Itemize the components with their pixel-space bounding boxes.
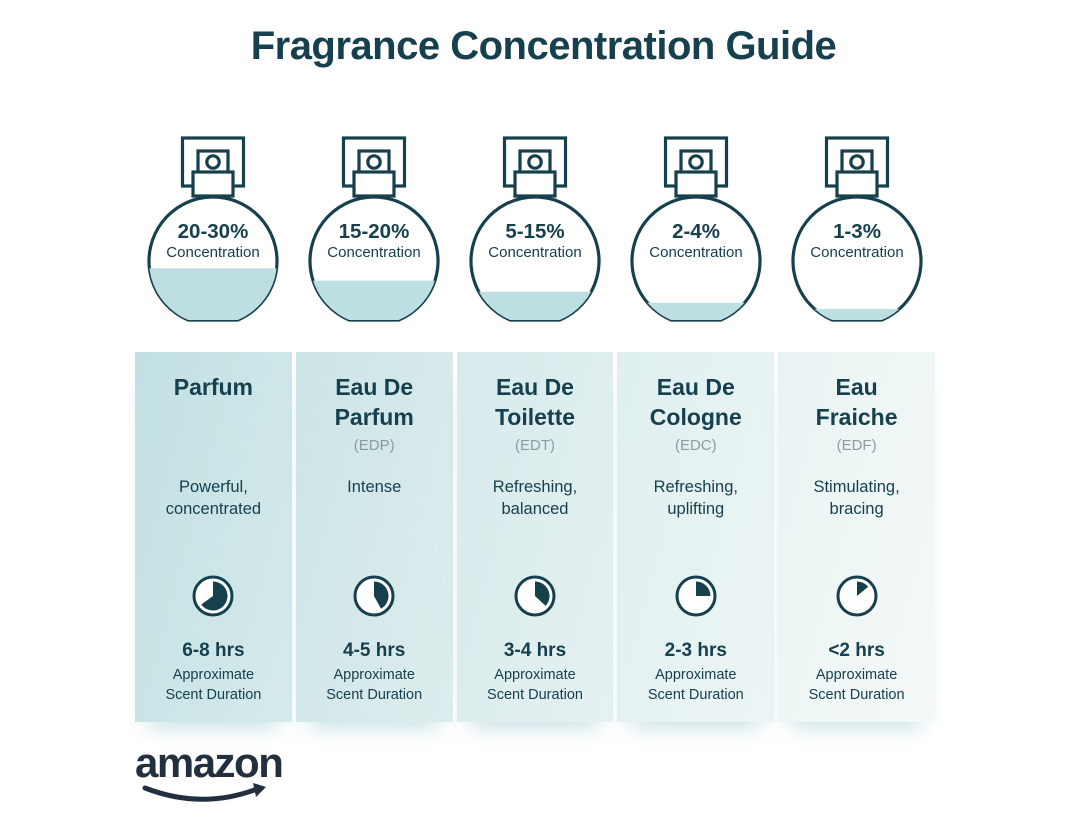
perfume-bottle-icon: 5-15% Concentration xyxy=(469,136,601,322)
fragrance-description: Refreshing, balanced xyxy=(492,478,578,519)
fragrance-name: Eau Fraiche xyxy=(815,374,898,431)
concentration-percent: 5-15% xyxy=(505,220,564,243)
clock-icon xyxy=(675,575,717,617)
scent-duration-value: 3-4 hrs xyxy=(503,640,567,661)
scent-duration-value: 4-5 hrs xyxy=(343,640,406,661)
amazon-smile-icon xyxy=(142,783,266,802)
clock-icon xyxy=(514,575,556,617)
bottle-eau-de-toilette: 5-15% Concentration xyxy=(457,128,614,330)
amazon-logo-text: amazon xyxy=(135,739,284,786)
bottle-eau-fraiche: 1-3% Concentration xyxy=(778,128,935,330)
clock-icon xyxy=(353,575,395,617)
perfume-bottle-icon: 15-20% Concentration xyxy=(308,136,440,322)
fragrance-description: Stimulating, bracing xyxy=(813,478,900,519)
fragrance-name: Parfum xyxy=(173,374,254,400)
scent-duration-caption: Approximate Scent Duration xyxy=(487,667,583,703)
concentration-percent: 20-30% xyxy=(178,220,249,243)
fragrance-abbr: (EDF) xyxy=(836,436,877,454)
concentration-percent: 15-20% xyxy=(339,220,410,243)
perfume-bottle-icon: 2-4% Concentration xyxy=(630,136,762,322)
fragrance-description: Powerful, concentrated xyxy=(165,478,262,519)
scent-duration-caption: Approximate Scent Duration xyxy=(165,667,262,703)
concentration-label: Concentration xyxy=(167,244,260,261)
column-parfum: Parfum Powerful, concentrated 6-8 hrs Ap… xyxy=(135,352,292,722)
clock-icon xyxy=(192,575,234,617)
fragrance-abbr: (EDC) xyxy=(674,436,717,454)
scent-duration-value: 6-8 hrs xyxy=(182,640,245,661)
scent-duration-caption: Approximate Scent Duration xyxy=(647,667,744,703)
column-eau-de-parfum: Eau De Parfum (EDP) Intense 4-5 hrs Appr… xyxy=(295,352,453,722)
fragrance-name: Eau De Cologne xyxy=(649,374,742,431)
amazon-logo: amazon xyxy=(135,742,305,812)
concentration-label: Concentration xyxy=(649,244,742,261)
fragrance-name: Eau De Parfum xyxy=(334,374,414,431)
column-eau-de-toilette: Eau De Toilette (EDT) Refreshing, balanc… xyxy=(456,352,614,722)
scent-duration-value: 2-3 hrs xyxy=(664,640,727,661)
column-eau-fraiche: Eau Fraiche (EDF) Stimulating, bracing <… xyxy=(778,352,935,722)
bottle-eau-de-cologne: 2-4% Concentration xyxy=(617,128,774,330)
fragrance-name: Eau De Toilette xyxy=(494,374,576,431)
concentration-label: Concentration xyxy=(327,244,420,261)
perfume-bottle-icon: 20-30% Concentration xyxy=(147,136,279,322)
fragrance-abbr: (EDT) xyxy=(514,436,555,454)
fragrance-description: Refreshing, uplifting xyxy=(653,478,738,519)
concentration-percent: 1-3% xyxy=(833,220,881,243)
column-eau-de-cologne: Eau De Cologne (EDC) Refreshing, uplifti… xyxy=(617,352,775,722)
page-title: Fragrance Concentration Guide xyxy=(250,24,837,68)
concentration-percent: 2-4% xyxy=(672,220,720,243)
scent-duration-caption: Approximate Scent Duration xyxy=(808,667,905,703)
concentration-label: Concentration xyxy=(488,244,581,261)
bottle-parfum: 20-30% Concentration xyxy=(135,128,292,330)
bottles-row: 20-30% Concentration 15-20% Concentratio… xyxy=(135,128,935,330)
fragrance-abbr: (EDP) xyxy=(353,436,395,454)
scent-duration-caption: Approximate Scent Duration xyxy=(326,667,423,703)
bottle-eau-de-parfum: 15-20% Concentration xyxy=(296,128,453,330)
scent-duration-value: <2 hrs xyxy=(828,640,885,661)
fragrance-description: Intense xyxy=(347,478,402,496)
concentration-label: Concentration xyxy=(810,244,903,261)
clock-icon xyxy=(836,575,878,617)
fragrance-columns: Parfum Powerful, concentrated 6-8 hrs Ap… xyxy=(135,352,935,722)
perfume-bottle-icon: 1-3% Concentration xyxy=(791,136,923,322)
